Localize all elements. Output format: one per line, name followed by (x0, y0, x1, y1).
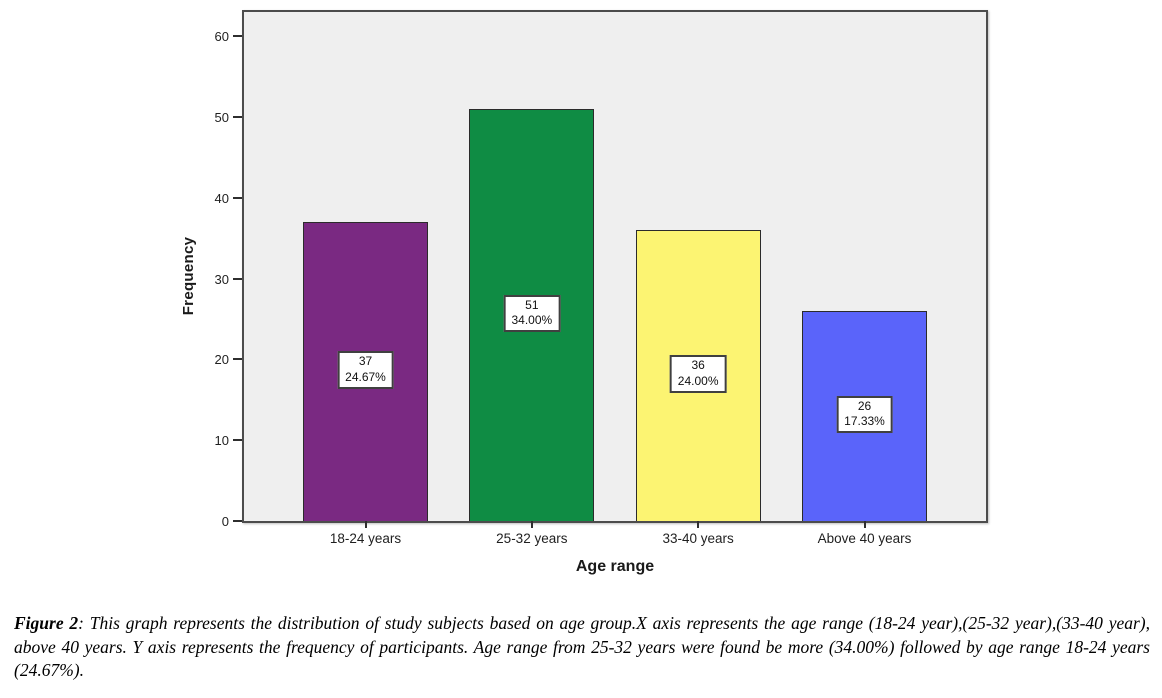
bar-count: 36 (691, 358, 705, 373)
bar-percent: 24.67% (345, 369, 386, 384)
bar-percent: 17.33% (844, 414, 885, 429)
bar-value-label: 51 34.00% (503, 294, 561, 332)
x-axis-category-label: 25-32 years (496, 531, 568, 546)
y-axis-tick (233, 358, 242, 361)
y-axis-tick (233, 520, 242, 522)
y-axis-tick-label: 20 (214, 352, 229, 368)
x-axis-category-label: 33-40 years (662, 531, 734, 546)
figure-caption-text: : This graph represents the distribution… (14, 613, 1150, 680)
bar-value-label: 36 24.00% (669, 355, 727, 393)
bar-count: 26 (857, 398, 872, 413)
x-axis-tick (364, 521, 367, 528)
x-axis-tick (697, 521, 700, 528)
y-axis-tick-label: 60 (214, 29, 229, 45)
y-axis-tick (233, 277, 242, 280)
y-axis-tick-label: 40 (214, 190, 229, 206)
y-axis-tick-label: 30 (214, 271, 229, 287)
figure-caption-label: Figure 2 (14, 613, 79, 633)
bar-18-24-years: 37 24.67% (303, 222, 428, 521)
bar-percent: 24.00% (677, 373, 719, 388)
bar-value-label: 37 24.67% (337, 351, 394, 389)
bar-count: 51 (525, 297, 539, 312)
y-axis-tick (233, 35, 242, 38)
x-axis-tick (530, 521, 533, 528)
x-axis-category-label: Above 40 years (817, 531, 912, 546)
y-axis-tick-label: 0 (221, 514, 229, 529)
y-axis-tick (233, 196, 242, 199)
y-axis-tick-label: 50 (214, 110, 229, 126)
age-distribution-bar-chart: Frequency 0 10 20 30 40 50 60 37 24.67% 18-24 yea… (180, 10, 988, 575)
bar-value-label: 26 17.33% (836, 395, 893, 433)
figure-caption: Figure 2: This graph represents the dist… (14, 612, 1150, 683)
y-axis-title: Frequency (180, 236, 197, 316)
bar-count: 37 (358, 354, 373, 369)
x-axis-title: Age range (575, 558, 655, 575)
y-axis-tick (233, 116, 242, 119)
y-axis-tick (233, 439, 242, 442)
plot-area: 0 10 20 30 40 50 60 37 24.67% 18-24 years 51 34.00%… (215, 10, 988, 546)
x-axis-tick (863, 521, 866, 528)
bar-percent: 34.00% (511, 313, 553, 328)
bar-25-32-years: 51 34.00% (469, 108, 595, 521)
bar-above-40-years: 26 17.33% (802, 310, 927, 521)
bar-33-40-years: 36 24.00% (635, 230, 761, 521)
x-axis-category-label: 18-24 years (329, 531, 402, 546)
y-axis-tick-label: 10 (214, 433, 229, 449)
